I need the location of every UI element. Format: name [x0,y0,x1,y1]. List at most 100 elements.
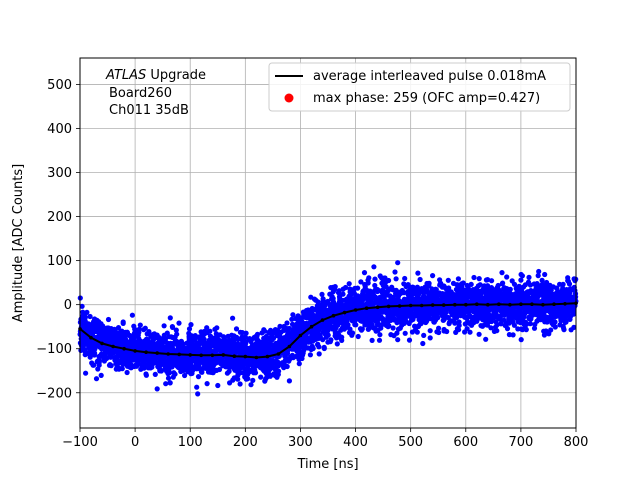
scatter-point [206,337,212,343]
scatter-point [471,274,477,281]
scatter-point [421,311,427,317]
y-tick-label: 200 [47,210,72,225]
scatter-point [477,314,483,320]
scatter-point [197,358,203,364]
scatter-point [254,349,260,355]
scatter-point [510,309,516,315]
scatter-point [89,348,95,355]
scatter-point [255,342,261,348]
scatter-point [397,325,403,331]
scatter-point [506,320,512,326]
scatter-point [315,314,321,320]
scatter-point [120,337,126,343]
average-pulse-point [331,313,336,318]
scatter-point [353,322,359,328]
scatter-point [411,311,418,318]
plot-frame [79,57,577,429]
x-tick-label: −100 [62,435,98,450]
scatter-point [415,270,421,276]
average-pulse-point [375,305,380,310]
average-pulse-point [298,333,303,338]
scatter-point [545,296,551,302]
average-pulse-point [89,335,93,340]
legend-entry-max-phase: max phase: 259 (OFC amp=0.427) [313,91,540,106]
scatter-point [222,348,228,354]
average-pulse-point [353,308,358,312]
scatter-point [274,333,280,339]
scatter-point [258,374,264,380]
scatter-point [304,338,310,344]
scatter-point [186,333,192,339]
scatter-point [441,293,448,300]
scatter-point [470,288,477,295]
scatter-point [330,299,337,305]
scatter-point [362,293,368,299]
scatter-point [167,315,173,321]
scatter-point [352,296,358,302]
scatter-point [127,356,133,362]
scatter-point [488,318,495,325]
annotation-atlas: ATLAS [105,68,146,83]
scatter-point [351,291,358,297]
scatter-point [485,283,491,289]
scatter-point [560,281,566,287]
scatter-point [296,361,302,367]
scatter-point [264,348,270,354]
scatter-point [143,371,149,377]
scatter-point [505,310,511,316]
scatter-point [418,318,424,324]
scatter-point [242,334,248,340]
scatter-point [395,260,401,266]
scatter-point [307,352,313,358]
scatter-point [119,354,125,360]
annotation: ATLAS Upgrade Board260 Ch011 35dB [105,68,206,118]
scatter-point [282,358,288,364]
scatter-point [441,317,447,323]
legend-box [268,62,571,112]
average-pulse-point [100,341,104,346]
scatter-point [214,344,220,350]
scatter-point [349,318,355,324]
scatter-point [495,282,501,289]
scatter-point [433,286,439,292]
scatter-point [433,298,439,304]
x-tick-label: 200 [233,435,258,450]
scatter-point [138,344,144,350]
scatter-point [518,326,524,332]
scatter-point [347,286,353,292]
average-pulse-point [386,304,391,309]
x-tick-label: 700 [508,435,533,450]
scatter-point [141,327,147,333]
scatter-point [125,349,131,355]
annotation-upgrade: Upgrade [146,68,206,83]
scatter-point [533,312,540,318]
scatter-point [327,301,333,308]
scatter-point [376,337,383,343]
scatter-point [489,278,495,284]
average-pulse-point [122,346,126,351]
scatter-point [267,337,274,343]
scatter-point [520,313,527,320]
scatter-point [231,336,238,342]
scatter-point [78,319,84,325]
scatter-point [284,320,290,326]
scatter-point [467,307,473,314]
scatter-point [101,345,107,352]
scatter-point [365,326,371,332]
scatter-point [339,325,345,331]
scatter-point [285,332,291,339]
y-tick-label: 100 [47,254,72,269]
scatter-point [420,340,426,347]
scatter-point [161,323,167,329]
x-axis-label: Time [ns] [296,457,358,472]
scatter-point [315,341,321,347]
scatter-point [347,326,353,332]
scatter-point [524,289,531,295]
scatter-point [213,360,219,366]
scatter-point [313,297,319,303]
scatter-point [481,322,487,328]
scatter-point [277,323,283,329]
average-pulse-point [177,352,181,357]
y-tick-label: −100 [36,342,72,357]
scatter-point [421,332,427,338]
